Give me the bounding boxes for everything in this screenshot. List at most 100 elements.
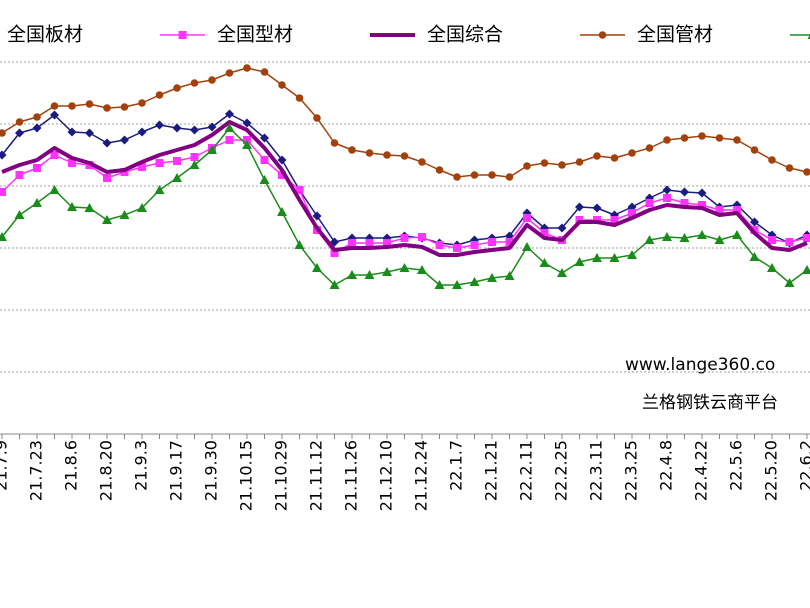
marker [137, 127, 147, 137]
x-tick-label: 21.11.26 [342, 440, 361, 511]
marker [470, 171, 479, 179]
x-tick-label: 22.1.7 [447, 440, 466, 491]
marker [365, 239, 374, 247]
marker [329, 280, 340, 289]
marker [330, 249, 339, 257]
x-tick-label: 21.7.23 [27, 440, 46, 501]
marker [575, 158, 584, 166]
x-tick-label: 21.11.12 [307, 440, 326, 511]
marker [120, 103, 129, 111]
legend-label: 全国板材 [7, 24, 83, 46]
marker [399, 263, 410, 272]
x-tick-label: 21.12.10 [377, 440, 396, 511]
marker [295, 94, 304, 102]
marker [14, 210, 25, 219]
marker [102, 215, 112, 224]
marker [103, 104, 111, 112]
marker [189, 160, 200, 169]
marker [523, 162, 531, 170]
series-line [1, 67, 808, 178]
marker [32, 123, 42, 133]
marker [680, 199, 689, 207]
marker [32, 198, 42, 207]
marker [383, 239, 391, 247]
marker [15, 128, 24, 138]
x-tick-label: 22.1.21 [482, 440, 501, 501]
marker [277, 155, 287, 165]
watermark-url: www.lange360.co [625, 355, 775, 375]
marker [598, 31, 607, 39]
marker [698, 201, 706, 209]
marker [294, 240, 305, 249]
marker [680, 134, 689, 142]
marker [277, 207, 287, 216]
marker [610, 216, 619, 224]
marker [382, 267, 392, 276]
marker [733, 136, 741, 144]
marker [173, 157, 181, 165]
marker [593, 152, 601, 160]
marker [50, 110, 59, 120]
marker [178, 31, 187, 39]
marker [803, 168, 810, 176]
x-tick-label: 22.4.22 [692, 440, 711, 501]
marker [733, 206, 741, 214]
marker [418, 158, 426, 166]
marker [557, 268, 567, 277]
marker [260, 133, 269, 143]
marker [663, 136, 671, 144]
marker [0, 150, 7, 160]
marker [85, 100, 94, 108]
marker [574, 257, 585, 266]
marker [807, 34, 810, 39]
marker [0, 188, 6, 196]
marker [697, 230, 707, 239]
x-tick-label: 22.3.11 [587, 440, 606, 501]
marker [103, 174, 111, 182]
marker [453, 244, 461, 252]
marker [592, 203, 602, 213]
marker [452, 280, 462, 289]
marker [172, 123, 182, 133]
marker [225, 69, 234, 77]
marker [0, 232, 7, 241]
marker [715, 134, 724, 142]
marker [348, 146, 356, 154]
marker [295, 186, 304, 194]
watermark-name: 兰格钢铁云商平台 [642, 393, 778, 413]
x-tick-label: 21.7.9 [0, 440, 11, 491]
marker [68, 102, 76, 110]
marker [172, 173, 182, 182]
marker [138, 163, 146, 171]
marker [50, 102, 59, 110]
marker [15, 171, 24, 179]
marker [750, 217, 759, 227]
marker [260, 156, 269, 164]
marker [225, 109, 234, 119]
marker [365, 149, 374, 157]
marker [785, 164, 794, 172]
marker [557, 223, 567, 233]
marker [85, 128, 94, 138]
marker [190, 79, 199, 87]
marker [190, 153, 199, 161]
marker [487, 273, 497, 282]
x-tick-label: 22.5.20 [762, 440, 781, 501]
x-tick-label: 21.10.29 [272, 440, 291, 511]
marker [435, 241, 444, 249]
marker [190, 125, 199, 135]
marker [225, 136, 234, 144]
marker [663, 194, 671, 202]
x-tick-label: 22.2.11 [517, 440, 536, 501]
legend-label: 全国管材 [637, 24, 713, 46]
marker [628, 209, 636, 217]
marker [154, 185, 165, 194]
marker [628, 149, 636, 157]
marker [592, 253, 602, 262]
marker [173, 84, 181, 92]
marker [488, 171, 496, 179]
x-tick-label: 21.9.30 [202, 440, 221, 501]
marker [732, 230, 742, 239]
marker [715, 206, 724, 214]
marker [434, 280, 445, 289]
